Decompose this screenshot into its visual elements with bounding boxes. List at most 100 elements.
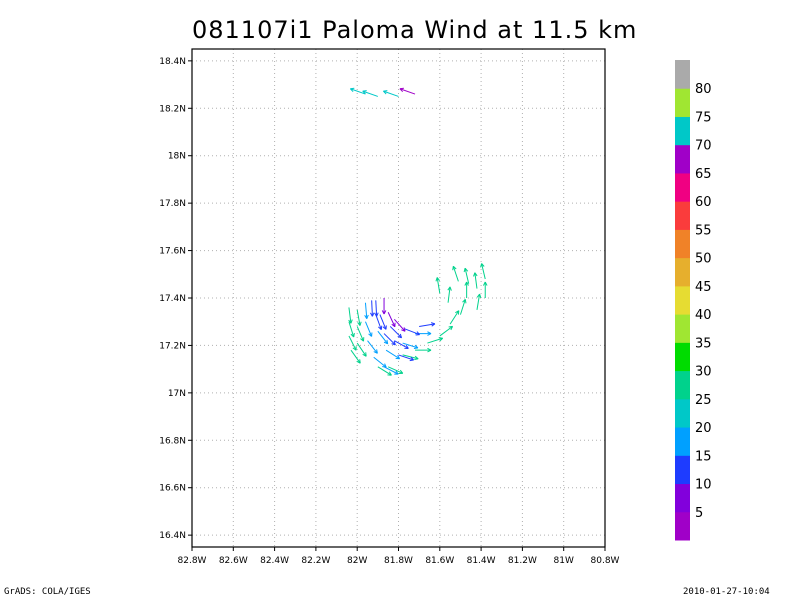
colorbar-swatch	[675, 172, 690, 202]
x-tick-label: 81.8W	[384, 556, 413, 566]
wind-vector	[398, 354, 415, 362]
grid-lines	[192, 49, 605, 547]
axis-ticks: 82.8W 82.6W 82.4W 82.2W 82W 81.8W 81.6W 81.4W 81…	[159, 57, 619, 566]
wind-vector	[404, 328, 421, 336]
wind-vector	[362, 90, 379, 97]
wind-vector	[402, 354, 419, 361]
colorbar-label: 35	[695, 336, 712, 351]
colorbar-label: 65	[695, 167, 712, 182]
wind-vector	[473, 272, 478, 289]
y-tick-label: 17N	[168, 389, 186, 399]
wind-vector	[348, 307, 353, 324]
colorbar-swatch	[675, 257, 690, 287]
wind-vector	[383, 90, 399, 97]
wind-vector	[373, 356, 387, 368]
x-tick-label: 82.4W	[260, 556, 289, 566]
colorbar-label: 80	[695, 82, 712, 97]
wind-vector	[393, 319, 406, 332]
x-tick-label: 80.8W	[591, 556, 620, 566]
wind-vector	[349, 87, 366, 95]
wind-vector	[402, 342, 419, 350]
colorbar-label: 15	[695, 449, 712, 464]
wind-vector	[482, 281, 488, 298]
colorbar-swatch	[675, 201, 690, 230]
wind-vector	[364, 321, 373, 337]
wind-vector	[383, 333, 396, 346]
x-tick-label: 82.2W	[301, 556, 330, 566]
wind-vector	[389, 326, 403, 339]
y-tick-label: 17.4N	[159, 294, 186, 304]
wind-vector	[350, 349, 361, 364]
x-tick-label: 81.2W	[508, 556, 537, 566]
colorbar-label: 10	[695, 478, 712, 493]
wind-vector	[427, 337, 444, 344]
colorbar: 5 10 15 20 25 30 35 40 45 50 55 60 65 70 75 80	[675, 60, 712, 541]
x-tick-label: 81.4W	[467, 556, 496, 566]
wind-vector	[452, 265, 459, 282]
wind-vector	[385, 349, 401, 360]
colorbar-label: 25	[695, 393, 712, 408]
colorbar-swatch	[675, 455, 690, 485]
y-tick-label: 17.8N	[159, 199, 186, 209]
colorbar-label: 75	[695, 110, 712, 125]
wind-vector	[415, 347, 432, 353]
plot-frame	[191, 48, 606, 548]
colorbar-label: 50	[695, 252, 712, 267]
wind-vector	[419, 322, 436, 327]
colorbar-label: 70	[695, 139, 712, 154]
x-tick-label: 81W	[554, 556, 574, 566]
x-tick-label: 82.8W	[178, 556, 207, 566]
colorbar-swatch	[675, 314, 690, 343]
y-tick-label: 16.8N	[159, 436, 186, 446]
wind-vector	[447, 286, 452, 303]
wind-vector	[459, 299, 467, 315]
wind-vector	[381, 298, 387, 315]
y-tick-label: 18N	[168, 152, 186, 162]
colorbar-label: 5	[695, 506, 703, 521]
wind-vector	[399, 87, 416, 95]
colorbar-label: 30	[695, 365, 712, 380]
colorbar-swatch	[675, 511, 690, 541]
colorbar-swatch	[675, 370, 690, 400]
colorbar-swatch	[675, 60, 690, 89]
wind-vector	[367, 340, 378, 354]
wind-vector	[463, 267, 470, 284]
y-tick-label: 16.4N	[159, 531, 186, 541]
colorbar-swatch	[675, 342, 690, 372]
wind-vector	[387, 312, 396, 328]
colorbar-swatch	[675, 144, 690, 174]
wind-vector	[348, 321, 355, 338]
wind-vector	[480, 263, 486, 280]
wind-vector	[435, 277, 441, 294]
wind-vectors	[348, 87, 488, 376]
wind-vector	[364, 302, 369, 319]
wind-vector	[387, 366, 404, 375]
wind-vector	[356, 309, 362, 326]
wind-vector	[377, 366, 392, 376]
footer-credit: GrADS: COLA/IGES	[4, 587, 91, 597]
chart-title: 081107i1 Paloma Wind at 11.5 km	[192, 16, 638, 44]
colorbar-swatch	[675, 427, 690, 456]
colorbar-swatch	[675, 398, 690, 428]
y-tick-label: 16.6N	[159, 484, 186, 494]
wind-vector	[439, 325, 454, 337]
wind-vector	[476, 293, 482, 310]
wind-vector	[379, 314, 387, 330]
x-tick-label: 82W	[347, 556, 367, 566]
colorbar-swatch	[675, 116, 690, 146]
wind-vector	[375, 314, 383, 330]
y-tick-label: 18.4N	[159, 57, 186, 67]
wind-vector	[374, 300, 379, 317]
x-tick-label: 81.6W	[425, 556, 454, 566]
colorbar-swatch	[675, 229, 690, 259]
y-tick-label: 17.2N	[159, 341, 186, 351]
wind-vector	[356, 342, 367, 357]
y-tick-label: 17.6N	[159, 247, 186, 257]
colorbar-label: 60	[695, 195, 712, 210]
wind-vector	[348, 335, 357, 351]
x-tick-label: 82.6W	[219, 556, 248, 566]
colorbar-label: 45	[695, 280, 712, 295]
y-tick-label: 18.2N	[159, 104, 186, 114]
wind-vector	[377, 330, 389, 345]
